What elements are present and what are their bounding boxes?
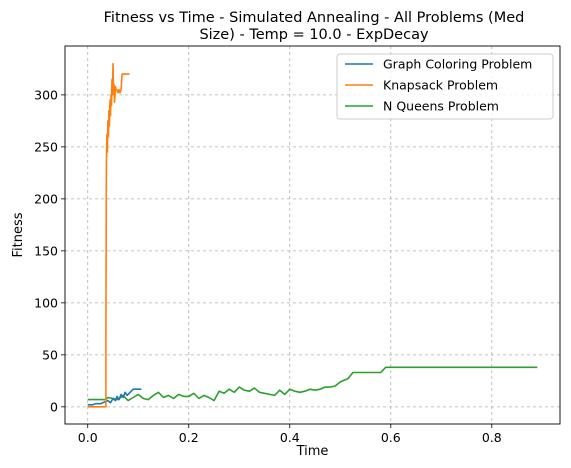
series-line-knapsack-problem <box>87 62 130 408</box>
plot-area <box>64 45 561 425</box>
chart-title-line-2: Size) - Temp = 10.0 - ExpDecay <box>199 27 429 43</box>
y-tick-label: 200 <box>34 191 58 206</box>
y-tick-label: 0 <box>50 399 58 414</box>
y-tick-label: 300 <box>34 87 58 102</box>
chart-title-line-1: Fitness vs Time - Simulated Annealing - … <box>104 10 525 26</box>
legend-label-knapsack: Knapsack Problem <box>383 78 498 93</box>
x-tick-label: 0.6 <box>381 430 401 445</box>
y-axis-label: Fitness <box>11 212 26 257</box>
y-tick-label: 150 <box>34 243 58 258</box>
series-line-graph-coloring-problem <box>87 388 142 406</box>
y-tick-label: 100 <box>34 295 58 310</box>
legend-label-graph-coloring: Graph Coloring Problem <box>383 57 532 72</box>
x-tick-label: 0.2 <box>179 430 199 445</box>
x-tick-label: 0.8 <box>482 430 502 445</box>
axis-ticks: 0.0 0.2 0.4 0.6 0.8 0 50 100 150 200 250 300 <box>34 87 502 445</box>
y-tick-label: 250 <box>34 139 58 154</box>
x-axis-label: Time <box>296 444 329 459</box>
x-tick-label: 0.0 <box>78 430 98 445</box>
x-tick-label: 0.4 <box>280 430 300 445</box>
legend-box <box>336 53 554 120</box>
series-line-n-queens-problem <box>87 366 538 402</box>
legend-label-n-queens: N Queens Problem <box>383 99 499 114</box>
series-lines <box>87 62 538 408</box>
y-tick-label: 50 <box>42 347 58 362</box>
legend: Graph Coloring Problem Knapsack Problem … <box>336 53 554 120</box>
